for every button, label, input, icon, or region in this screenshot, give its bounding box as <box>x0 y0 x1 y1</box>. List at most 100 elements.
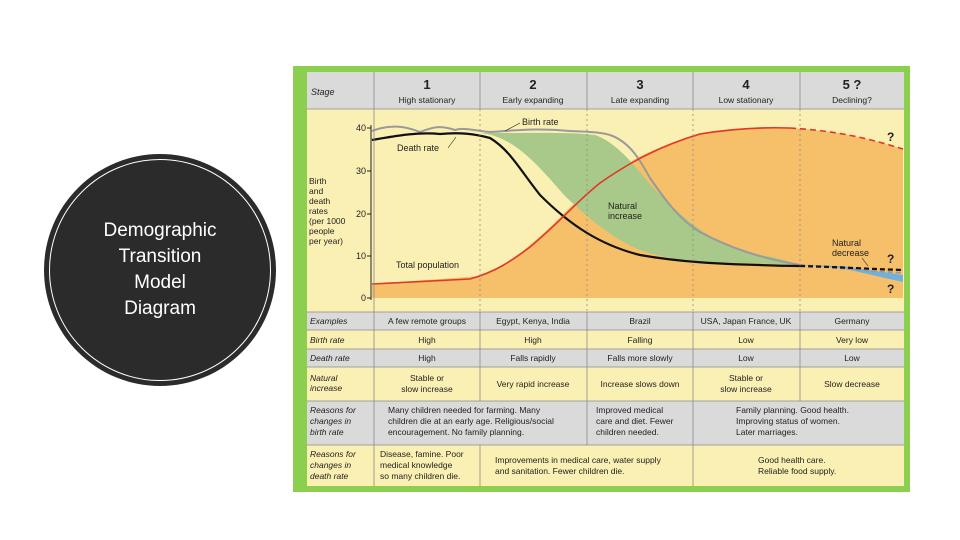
reasons-death-text: Reliable food supply. <box>758 466 836 476</box>
birth-rate-cell: High <box>524 335 542 345</box>
natural-increase-cell: Stable or <box>729 373 763 383</box>
reasons-death-text: so many children die. <box>380 471 460 481</box>
row-label-reasons-birth: Reasons for <box>310 405 357 415</box>
reasons-birth-text: Later marriages. <box>736 427 798 437</box>
death-rate-curve <box>371 132 801 268</box>
natural-increase-label-line: Natural <box>608 201 637 211</box>
table-grid <box>307 72 904 486</box>
natural-increase-cell: Very rapid increase <box>497 379 570 389</box>
death-rate-label: Death rate <box>397 143 439 153</box>
birth-rate-curve <box>371 125 801 266</box>
birth-rate-cell: Falling <box>627 335 652 345</box>
natural-increase-cell: slow increase <box>720 384 772 394</box>
y-axis-label-line: (per 1000 <box>309 216 346 226</box>
natural-increase-cell: slow increase <box>401 384 453 394</box>
stage-dividers <box>479 109 801 312</box>
stage-name: Late expanding <box>611 95 669 105</box>
stage-name: Declining? <box>832 95 872 105</box>
reasons-death-text: Good health care. <box>758 455 826 465</box>
death-rate-cell: Low <box>738 353 754 363</box>
reasons-birth-text: Improving status of women. <box>736 416 840 426</box>
reasons-birth-text: children die at an early age. Religious/… <box>388 416 554 426</box>
examples-cell: Egypt, Kenya, India <box>496 316 570 326</box>
total-population-curve <box>371 126 791 285</box>
natural-decrease-label-line: Natural <box>832 238 861 248</box>
row-label-reasons-death: death rate <box>310 471 349 481</box>
birth-rate-cell: Very low <box>836 335 869 345</box>
stage-number: 1 <box>423 77 430 92</box>
examples-cell: Brazil <box>629 316 650 326</box>
slide-title-line: Diagram <box>124 298 196 319</box>
row-label-reasons-birth: birth rate <box>310 427 344 437</box>
examples-cell: USA, Japan France, UK <box>701 316 792 326</box>
natural-increase-cell: Stable or <box>410 373 444 383</box>
slide-title: Demographic Transition Model Diagram <box>54 218 266 322</box>
stage-name: Early expanding <box>503 95 564 105</box>
y-tick-label: 40 <box>356 123 366 133</box>
natural-increase-cell: Slow decrease <box>824 379 880 389</box>
stage-number: 2 <box>529 77 536 92</box>
y-axis-label-line: people <box>309 226 335 236</box>
birth-rate-label: Birth rate <box>522 117 559 127</box>
stage-header-label: Stage <box>311 87 335 97</box>
stage-number: 3 <box>636 77 643 92</box>
y-tick-label: 20 <box>356 209 366 219</box>
death-rate-cell: High <box>418 353 436 363</box>
stage-number: 5 ? <box>843 77 862 92</box>
total-population-future-curve <box>789 127 904 150</box>
slide-title-line: Model <box>134 272 186 293</box>
examples-cell: Germany <box>835 316 871 326</box>
row-label-reasons-birth: changes in <box>310 416 351 426</box>
stage-name: Low stationary <box>719 95 775 105</box>
row-label-reasons-death: changes in <box>310 460 351 470</box>
reasons-death-text: and sanitation. Fewer children die. <box>495 466 624 476</box>
row-label-natural-increase: increase <box>310 383 342 393</box>
reasons-birth-text: children needed. <box>596 427 659 437</box>
birth-rate-cell: Low <box>738 335 754 345</box>
question-mark: ? <box>887 252 894 266</box>
y-axis-label-line: Birth <box>309 176 327 186</box>
natural-increase-cell: Increase slows down <box>601 379 680 389</box>
y-tick-label: 0 <box>361 293 366 303</box>
stage-name: High stationary <box>399 95 456 105</box>
row-label-reasons-death: Reasons for <box>310 449 357 459</box>
row-label-examples: Examples <box>310 316 348 326</box>
row-label-death-rate: Death rate <box>310 353 350 363</box>
question-mark: ? <box>887 130 894 144</box>
examples-cell: A few remote groups <box>388 316 466 326</box>
stage-header-band <box>307 72 904 109</box>
question-mark: ? <box>887 282 894 296</box>
reasons-birth-text: care and diet. Fewer <box>596 416 674 426</box>
death-rate-cell: Low <box>844 353 860 363</box>
natural-increase-label-line: increase <box>608 211 642 221</box>
natural-decrease-label-line: decrease <box>832 248 869 258</box>
y-axis-label-line: death <box>309 196 331 206</box>
death-rate-cell: Falls rapidly <box>510 353 556 363</box>
death-rate-row-band <box>307 349 904 367</box>
natural-increase-area <box>480 132 800 265</box>
slide-title-line: Transition <box>118 246 202 267</box>
y-axis-label-line: rates <box>309 206 328 216</box>
y-tick-label: 10 <box>356 251 366 261</box>
reasons-death-text: Improvements in medical care, water supp… <box>495 455 662 465</box>
title-circle-ring <box>49 159 271 381</box>
slide-title-line: Demographic <box>103 220 217 241</box>
row-label-natural-increase: Natural <box>310 373 339 383</box>
reasons-death-text: Disease, famine. Poor <box>380 449 464 459</box>
death-rate-future-curve <box>799 264 904 272</box>
row-label-birth-rate: Birth rate <box>310 335 345 345</box>
reasons-birth-text: Improved medical <box>596 405 663 415</box>
reasons-birth-row-band <box>307 401 904 445</box>
reasons-death-text: medical knowledge <box>380 460 453 470</box>
reasons-birth-text: encouragement. No family planning. <box>388 427 524 437</box>
death-rate-cell: Falls more slowly <box>607 353 673 363</box>
reasons-birth-text: Family planning. Good health. <box>736 405 849 415</box>
examples-row-band <box>307 312 904 330</box>
y-tick-label: 30 <box>356 166 366 176</box>
y-axis-label-line: per year) <box>309 236 343 246</box>
stage-number: 4 <box>742 77 750 92</box>
reasons-birth-text: Many children needed for farming. Many <box>388 405 541 415</box>
total-population-label: Total population <box>396 260 459 270</box>
birth-rate-cell: High <box>418 335 436 345</box>
